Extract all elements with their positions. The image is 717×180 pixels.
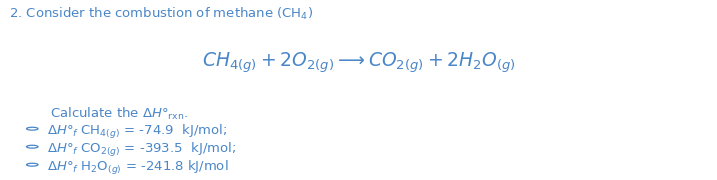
Circle shape	[27, 127, 38, 130]
Text: $\Delta H°_f$ CH$_{4(g)}$ = -74.9  kJ/mol;: $\Delta H°_f$ CH$_{4(g)}$ = -74.9 kJ/mol…	[47, 123, 227, 141]
Circle shape	[27, 163, 38, 166]
Text: 2. Consider the combustion of methane (CH$_4$): 2. Consider the combustion of methane (C…	[9, 5, 313, 21]
Text: Calculate the $\Delta H°_{\mathrm{rxn}}$.: Calculate the $\Delta H°_{\mathrm{rxn}}$…	[50, 106, 189, 122]
Text: $\Delta H°_f$ H$_2$O$_{(g)}$ = -241.8 kJ/mol: $\Delta H°_f$ H$_2$O$_{(g)}$ = -241.8 kJ…	[47, 159, 228, 177]
Text: $\Delta H°_f$ CO$_{2(g)}$ = -393.5  kJ/mol;: $\Delta H°_f$ CO$_{2(g)}$ = -393.5 kJ/mo…	[47, 141, 236, 159]
Text: $\mathit{CH}_{4(g)} + 2\mathit{O}_{2(g)} \longrightarrow \mathit{CO}_{2(g)} + 2\: $\mathit{CH}_{4(g)} + 2\mathit{O}_{2(g)}…	[201, 50, 516, 75]
Circle shape	[27, 145, 38, 148]
